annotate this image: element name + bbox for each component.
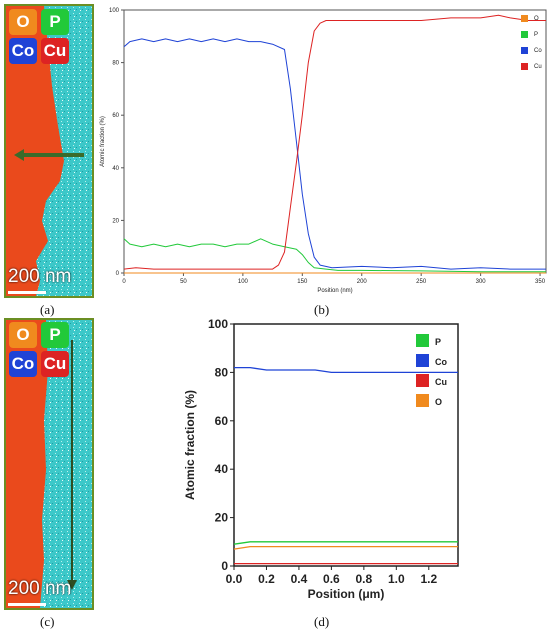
line-chart-b: 0 20 40 60 80 100 0 50 100 150 200 250 300 350 Positio… <box>96 0 550 298</box>
plot-frame-d <box>233 323 459 567</box>
panel-label-b: (b) <box>314 302 330 317</box>
y-tick-label-d-4: 80 <box>215 365 229 379</box>
scale-bar-c <box>8 603 46 606</box>
x-tick-label-b-6: 300 <box>476 279 487 285</box>
y-tick-label-d-1: 20 <box>215 511 229 525</box>
y-tick-label-d-5: 100 <box>208 317 228 331</box>
x-tick-label-d-6: 1.2 <box>420 572 437 586</box>
x-axis-label-b: Position (nm) <box>317 288 352 294</box>
badge-o-c: O <box>9 322 37 348</box>
x-tick-label-b-5: 250 <box>416 279 427 285</box>
legend-label-d-cu: Cu <box>435 377 447 387</box>
badge-co-a: Co <box>9 38 37 64</box>
eds-map-c-image <box>6 320 92 608</box>
legend-label-d-p: P <box>435 337 441 347</box>
series-line-d-p <box>233 541 458 545</box>
legend-swatch-b-co <box>521 47 528 54</box>
legend-swatch-b-o <box>521 15 528 22</box>
y-tick-label-b-4: 80 <box>112 61 119 67</box>
legend-label-d-o: O <box>435 397 442 407</box>
arrowhead-c-icon <box>67 580 77 590</box>
series-line-d-o <box>233 545 458 550</box>
badge-cu-a: Cu <box>41 38 69 64</box>
x-tick-label-d-4: 0.8 <box>356 572 373 586</box>
scale-bar-label-c: 200 nm <box>8 578 72 599</box>
y-tick-label-d-3: 60 <box>215 414 229 428</box>
y-tick-label-d-0: 0 <box>221 559 228 573</box>
series-line-d-co <box>234 366 458 374</box>
x-tick-label-b-7: 350 <box>535 279 546 285</box>
y-axis-label-b: Atomic fraction (%) <box>100 116 106 167</box>
y-tick-label-b-0: 0 <box>116 271 120 277</box>
x-tick-label-b-2: 100 <box>238 279 249 285</box>
x-tick-label-b-3: 150 <box>297 279 308 285</box>
line-chart-d: 0 20 40 60 80 100 0.0 0.2 0.4 0.6 0.8 1.0 1.2 Positio… <box>180 312 550 612</box>
chart-b-svg: 0 20 40 60 80 100 0 50 100 150 200 250 300 350 Positio… <box>100 8 547 294</box>
series-line-b-co <box>123 38 546 270</box>
x-tick-label-d-0: 0.0 <box>226 572 243 586</box>
legend-swatch-d-co <box>416 354 429 367</box>
legend-swatch-d-cu <box>416 374 429 387</box>
y-tick-label-b-2: 40 <box>112 166 119 172</box>
badge-co-c: Co <box>9 351 37 377</box>
y-tick-label-d-2: 40 <box>215 462 229 476</box>
y-axis-label-d: Atomic fraction (%) <box>183 390 197 500</box>
legend-label-b-co: Co <box>534 48 542 54</box>
x-tick-label-b-4: 200 <box>357 279 368 285</box>
eds-map-c <box>4 318 94 610</box>
scale-bar-label-a: 200 nm <box>8 266 72 287</box>
arrowhead-a-icon <box>14 149 24 161</box>
panel-label-a: (a) <box>40 302 55 317</box>
badge-p-c: P <box>41 322 69 348</box>
legend-label-b-o: O <box>534 16 539 22</box>
y-tick-label-b-5: 100 <box>109 8 120 14</box>
legend-label-b-cu: Cu <box>534 64 542 70</box>
badge-o-a: O <box>9 9 37 35</box>
plot-frame-b <box>123 9 547 274</box>
badge-cu-c: Cu <box>41 351 69 377</box>
map-overlays <box>14 149 84 590</box>
x-tick-label-d-2: 0.4 <box>291 572 308 586</box>
x-tick-label-d-5: 1.0 <box>388 572 405 586</box>
legend-label-d-co: Co <box>435 357 447 367</box>
panel-label-d: (d) <box>314 614 330 629</box>
x-axis-label-d: Position (μm) <box>308 587 385 601</box>
legend-label-b-p: P <box>534 32 538 38</box>
badge-p-a: P <box>41 9 69 35</box>
series-line-b-cu <box>123 14 546 270</box>
panel-label-c: (c) <box>40 614 55 629</box>
legend-swatch-b-p <box>521 31 528 38</box>
chart-d-svg: 0 20 40 60 80 100 0.0 0.2 0.4 0.6 0.8 1.0 1.2 Positio… <box>183 317 459 601</box>
x-tick-label-d-1: 0.2 <box>258 572 275 586</box>
x-tick-label-d-3: 0.6 <box>323 572 340 586</box>
legend-swatch-d-o <box>416 394 429 407</box>
series-line-b-p <box>123 238 546 273</box>
y-tick-label-b-1: 20 <box>112 218 119 224</box>
legend-swatch-d-p <box>416 334 429 347</box>
scale-bar-a <box>8 291 46 294</box>
y-tick-label-b-3: 60 <box>112 113 119 119</box>
x-tick-label-b-1: 50 <box>180 279 187 285</box>
x-tick-label-b-0: 0 <box>122 279 126 285</box>
legend-swatch-b-cu <box>521 63 528 70</box>
